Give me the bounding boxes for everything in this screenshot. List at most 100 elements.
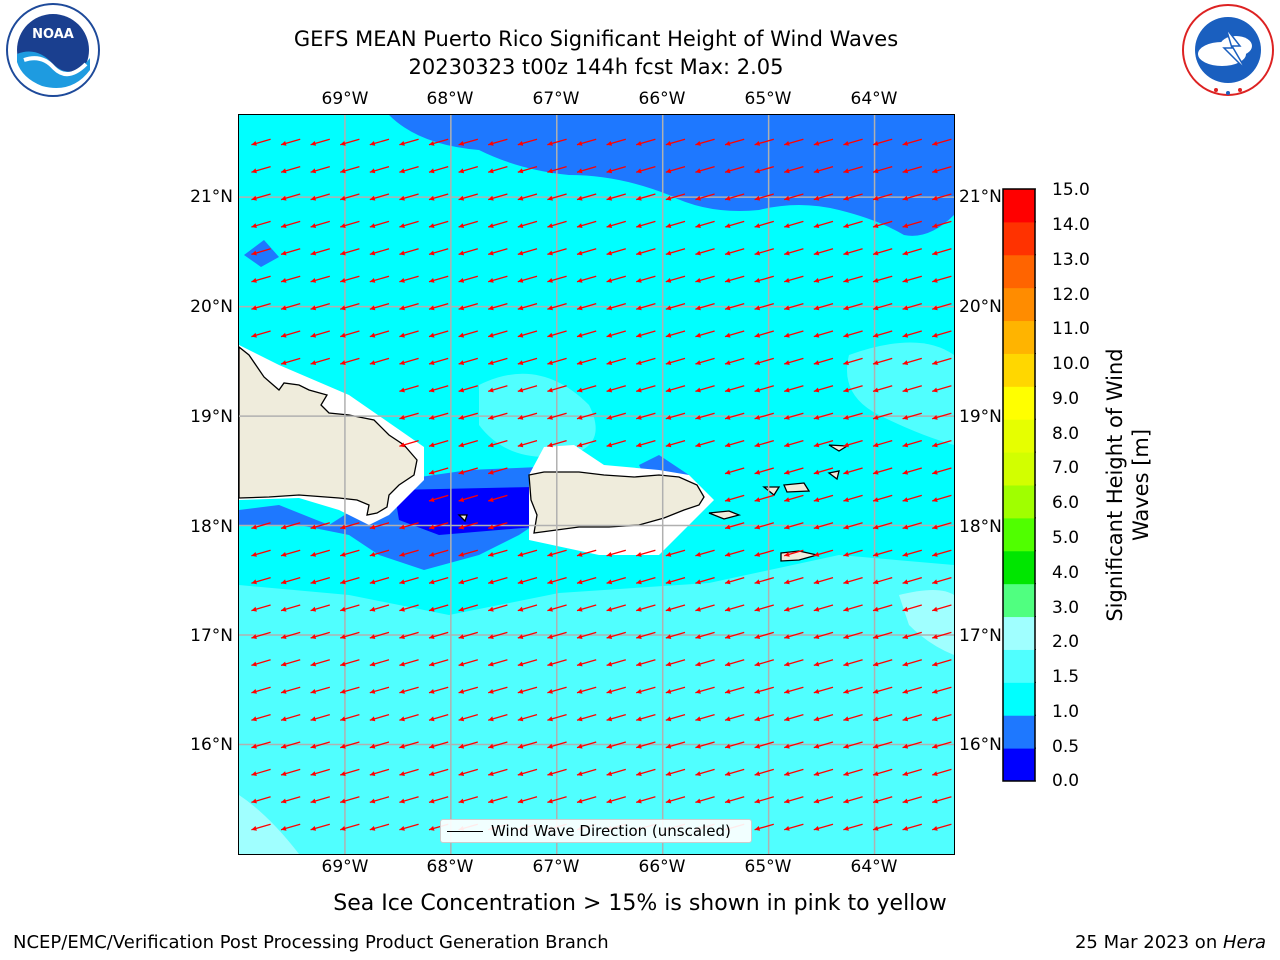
wave-arrow	[754, 248, 774, 256]
wave-arrow	[369, 330, 390, 338]
wave-arrow	[754, 193, 774, 201]
lat-tick-right: 20°N	[959, 297, 1002, 317]
wave-arrow	[310, 165, 330, 174]
wave-arrow	[428, 576, 449, 585]
wave-arrow	[902, 659, 922, 667]
wave-arrow	[517, 412, 538, 420]
wave-arrow	[310, 823, 330, 831]
lon-tick-bottom: 67°W	[532, 857, 580, 877]
wave-arrow	[813, 165, 834, 174]
wave-arrow	[695, 659, 715, 667]
wave-arrow	[517, 385, 538, 393]
wave-arrow	[784, 302, 804, 311]
wave-arrow	[695, 741, 715, 749]
noaa-logo-icon: NOAA	[6, 3, 100, 97]
wave-arrow	[488, 385, 508, 393]
wave-arrow	[547, 713, 567, 722]
wave-arrow	[251, 659, 271, 667]
wave-arrow	[280, 741, 301, 749]
wave-arrow	[576, 796, 597, 804]
wave-arrow	[458, 576, 478, 585]
wave-arrow	[754, 165, 774, 174]
wave-arrow	[488, 631, 508, 639]
wave-arrow	[665, 439, 686, 448]
wave-arrow	[813, 713, 834, 722]
land	[239, 346, 850, 562]
wave-arrow	[813, 275, 834, 283]
wave-arrow	[813, 576, 834, 585]
wave-arrow	[784, 549, 804, 557]
colorbar-segment	[1003, 583, 1035, 618]
wave-arrow	[724, 741, 745, 749]
wave-arrow	[724, 330, 745, 338]
wave-arrow	[784, 357, 804, 365]
wave-arrow	[724, 604, 745, 612]
wave-arrow	[872, 357, 893, 365]
wave-arrow	[665, 302, 686, 311]
colorbar-tick: 13.0	[1052, 250, 1090, 270]
lon-tick-bottom: 69°W	[321, 857, 369, 877]
wave-arrow	[695, 193, 715, 201]
lat-tick-right: 19°N	[959, 407, 1002, 427]
wave-arrow	[488, 713, 508, 722]
wave-arrow	[488, 549, 508, 557]
wave-arrow	[813, 193, 834, 201]
wave-arrow	[902, 220, 922, 228]
wave-arrow	[488, 768, 508, 776]
lat-tick-right: 16°N	[959, 735, 1002, 755]
wave-arrow	[576, 659, 597, 667]
wave-arrow	[606, 357, 626, 365]
wave-arrow	[902, 467, 922, 475]
nws-logo-icon	[1182, 4, 1274, 96]
wave-arrow	[280, 823, 301, 831]
wave-arrow	[547, 357, 567, 365]
wave-arrow	[458, 631, 478, 639]
colorbar-segment	[1003, 189, 1035, 223]
wave-arrow	[488, 138, 508, 146]
wave-arrow	[488, 686, 508, 694]
wave-arrow	[547, 439, 567, 448]
wave-arrow	[251, 275, 271, 283]
wave-arrow	[872, 138, 893, 146]
wave-arrow	[724, 768, 745, 776]
wave-arrow	[813, 741, 834, 749]
wave-arrow	[340, 248, 360, 256]
wave-arrow	[488, 467, 508, 475]
wave-arrow	[784, 823, 804, 831]
wave-arrow	[754, 796, 774, 804]
wave-arrow	[547, 248, 567, 256]
lon-tick-bottom: 66°W	[638, 857, 686, 877]
wave-arrow	[399, 823, 419, 831]
wave-arrow	[754, 439, 774, 448]
wave-arrow	[606, 576, 626, 585]
wave-arrow	[813, 631, 834, 639]
wave-arrow	[636, 248, 656, 256]
wave-direction-arrows	[251, 138, 952, 831]
wave-arrow	[399, 713, 419, 722]
wave-arrow	[280, 165, 301, 174]
wave-arrow	[902, 248, 922, 256]
wave-arrow	[784, 248, 804, 256]
lat-tick-left: 19°N	[190, 407, 233, 427]
wave-arrow	[310, 357, 330, 365]
wave-arrow	[369, 357, 390, 365]
wave-arrow	[340, 165, 360, 174]
wave-arrow	[902, 275, 922, 283]
wave-arrow	[369, 604, 390, 612]
wave-arrow	[843, 220, 863, 228]
wave-arrow	[784, 741, 804, 749]
map-frame	[238, 114, 955, 855]
wave-arrow	[665, 357, 686, 365]
colorbar-segment	[1003, 287, 1035, 322]
wave-arrow	[724, 549, 745, 557]
wave-arrow	[606, 220, 626, 228]
wave-arrow	[932, 357, 952, 365]
wave-arrow	[458, 385, 478, 393]
wave-arrow	[872, 741, 893, 749]
wave-arrow	[428, 741, 449, 749]
wave-arrow	[754, 768, 774, 776]
wave-arrow	[340, 741, 360, 749]
wave-arrow	[399, 412, 419, 420]
wave-arrow	[813, 522, 834, 530]
wave-arrow	[369, 686, 390, 694]
